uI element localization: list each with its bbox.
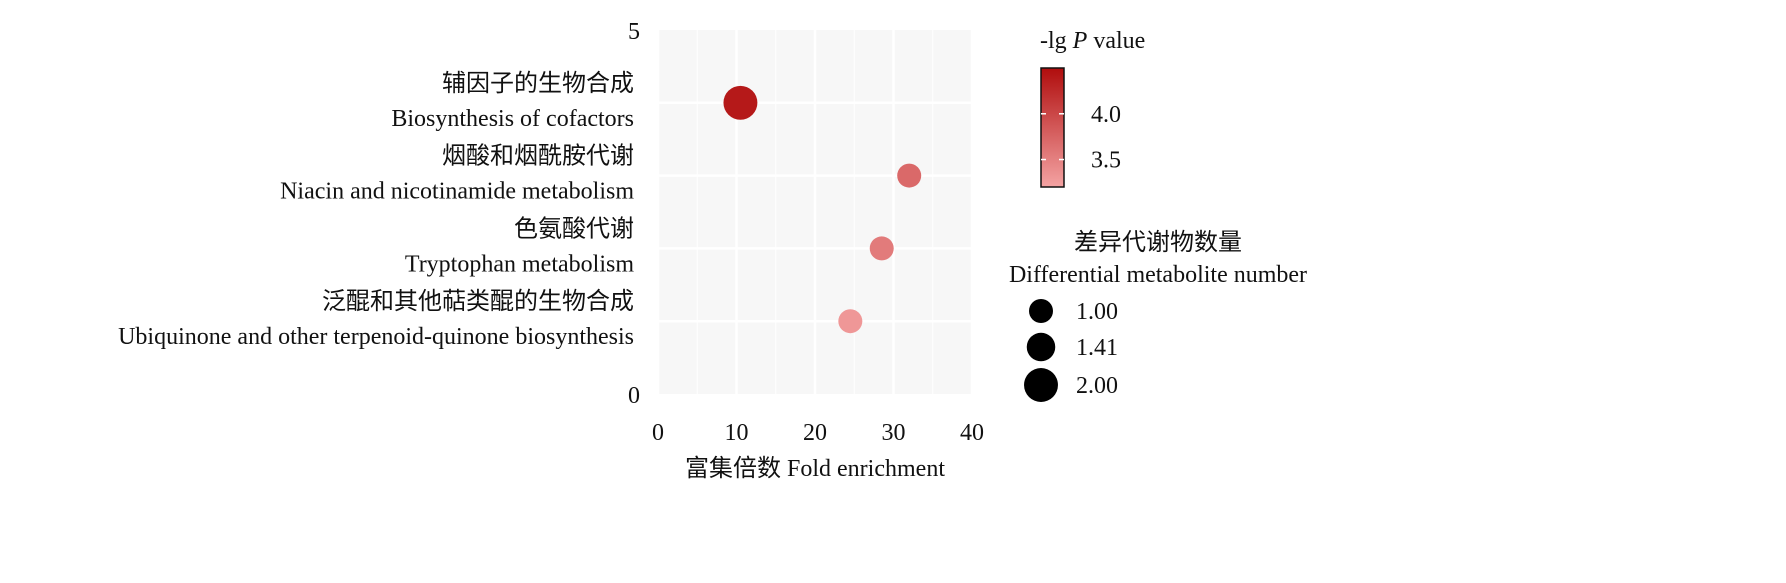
x-axis-title: 富集倍数 Fold enrichment — [685, 455, 945, 482]
category-label-en: Ubiquinone and other terpenoid-quinone b… — [118, 324, 634, 350]
size-legend: 差异代谢物数量 Differential metabolite number 1… — [1009, 229, 1307, 402]
y-tick-label: 5 — [628, 19, 640, 45]
category-label-en: Niacin and nicotinamide metabolism — [280, 179, 634, 205]
size-legend-label: 2.00 — [1076, 373, 1118, 399]
size-legend-label: 1.41 — [1076, 335, 1118, 361]
data-point — [869, 236, 894, 261]
size-legend-title-en: Differential metabolite number — [1009, 262, 1307, 288]
color-legend-title: -lg P value — [1040, 28, 1145, 54]
x-tick-label: 0 — [652, 420, 664, 446]
color-bar-tick-label: 3.5 — [1091, 148, 1121, 174]
data-point — [723, 85, 758, 120]
x-axis: 0 10 20 30 40 — [652, 420, 984, 446]
color-legend-title-italic: P — [1072, 28, 1088, 54]
data-point — [838, 309, 863, 334]
y-tick-label: 0 — [628, 383, 640, 409]
category-label-cn: 色氨酸代谢 — [514, 215, 634, 242]
data-point — [897, 163, 922, 188]
x-tick-label: 30 — [882, 420, 906, 446]
size-legend-title-cn: 差异代谢物数量 — [1074, 229, 1242, 256]
x-tick-label: 20 — [803, 420, 827, 446]
size-legend-circle — [1026, 332, 1056, 362]
color-legend: -lg P value 4.0 3.5 — [1040, 28, 1145, 188]
color-bar — [1040, 67, 1065, 188]
size-legend-entries: 1.00 1.41 2.00 — [1024, 299, 1118, 402]
category-label-cn: 泛醌和其他萜类醌的生物合成 — [322, 288, 634, 315]
category-label-en: Biosynthesis of cofactors — [391, 106, 634, 132]
category-labels: 辅因子的生物合成 Biosynthesis of cofactors 烟酸和烟酰胺代… — [118, 70, 634, 350]
y-axis: 05 — [628, 19, 640, 409]
data-points — [723, 85, 922, 334]
size-legend-circle — [1029, 299, 1053, 323]
x-tick-label: 40 — [960, 420, 984, 446]
x-tick-label: 10 — [725, 420, 749, 446]
color-bar-ticks: 4.0 3.5 — [1041, 102, 1121, 174]
category-label-cn: 烟酸和烟酰胺代谢 — [442, 143, 634, 170]
category-label-cn: 辅因子的生物合成 — [442, 70, 634, 97]
size-legend-circle — [1024, 368, 1058, 402]
color-legend-title-prefix: -lg — [1040, 28, 1073, 54]
size-legend-label: 1.00 — [1076, 299, 1118, 325]
color-legend-title-suffix: value — [1087, 28, 1145, 54]
color-bar-tick-label: 4.0 — [1091, 102, 1121, 128]
category-label-en: Tryptophan metabolism — [405, 251, 634, 277]
